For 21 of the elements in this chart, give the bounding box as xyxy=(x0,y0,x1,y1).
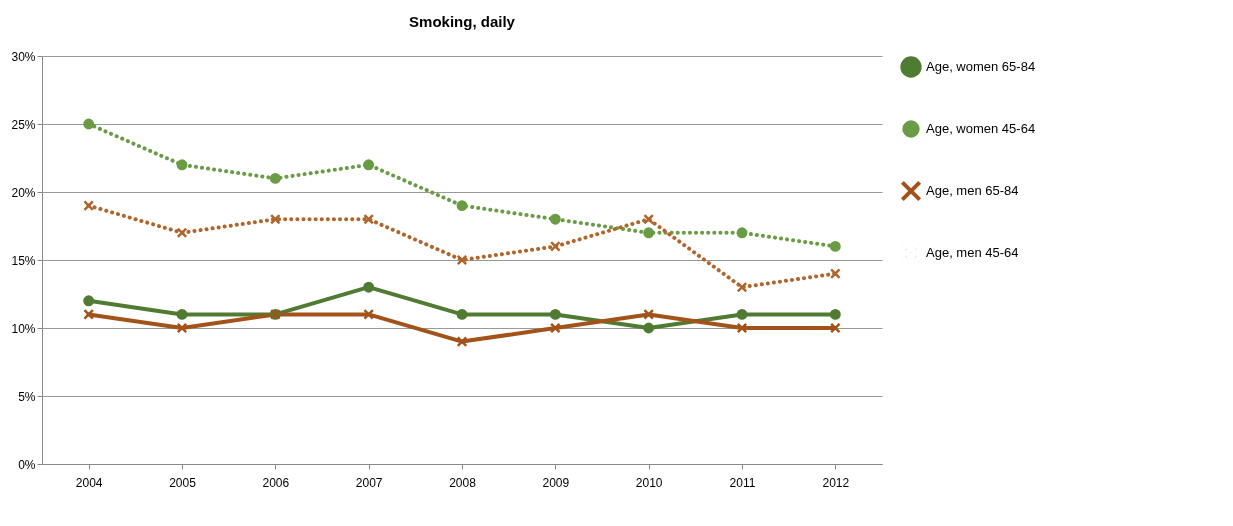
y-tick-label: 10% xyxy=(11,321,36,336)
legend-label: Age, women 45-64 xyxy=(926,121,1036,136)
y-tick-label: 25% xyxy=(11,117,36,132)
legend-label: Age, women 65-84 xyxy=(926,59,1036,74)
x-tick-label: 2007 xyxy=(355,475,383,490)
x-tick-label: 2005 xyxy=(169,475,197,490)
x-tick-label: 2004 xyxy=(75,475,103,490)
x-tick-label: 2011 xyxy=(729,475,756,490)
x-tick-label: 2012 xyxy=(822,475,850,490)
y-tick-label: 5% xyxy=(18,389,36,404)
x-tick-label: 2008 xyxy=(449,475,477,490)
x-tick-label: 2009 xyxy=(542,475,570,490)
y-tick-label: 0% xyxy=(18,457,36,472)
legend-label: Age, men 65-84 xyxy=(926,183,1019,198)
y-tick-label: 15% xyxy=(11,253,36,268)
y-tick-label: 30% xyxy=(11,49,36,64)
x-tick-label: 2006 xyxy=(262,475,290,490)
x-tick-label: 2010 xyxy=(635,475,663,490)
chart-title: Smoking, daily xyxy=(409,13,516,30)
y-tick-label: 20% xyxy=(11,185,36,200)
legend-label: Age, men 45-64 xyxy=(926,245,1019,260)
